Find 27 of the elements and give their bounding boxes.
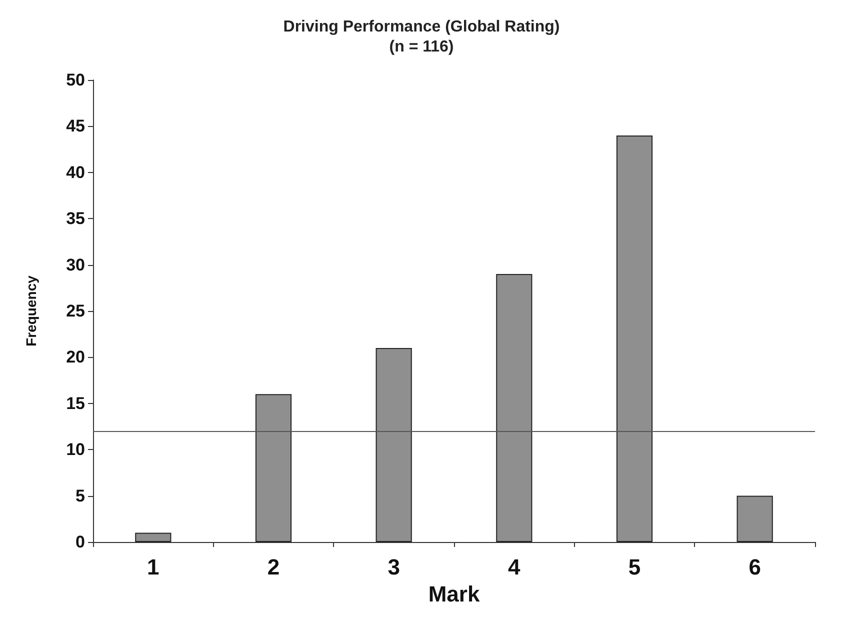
x-tick-label: 5 <box>628 554 641 580</box>
y-tick-label: 10 <box>66 440 85 460</box>
y-tick-label: 30 <box>66 255 85 274</box>
x-tick-label: 4 <box>508 554 522 580</box>
y-tick-label: 5 <box>76 486 85 506</box>
chart-title: Driving Performance (Global Rating) <box>283 18 560 36</box>
x-tick-label: 3 <box>388 554 400 580</box>
y-tick-label: 20 <box>66 348 85 367</box>
bar <box>736 496 773 542</box>
chart-subtitle: (n = 116) <box>389 38 454 56</box>
y-tick-label: 0 <box>76 532 85 552</box>
x-tick-label: 1 <box>147 554 160 580</box>
y-tick-label: 25 <box>66 302 85 320</box>
x-tick-label: 6 <box>748 554 761 580</box>
y-tick-label: 45 <box>66 116 85 136</box>
bar <box>376 348 412 542</box>
bar <box>255 394 292 542</box>
y-axis-title: Frequency <box>23 275 39 346</box>
x-tick-label: 2 <box>267 554 280 580</box>
bar <box>616 135 653 542</box>
y-tick-label: 35 <box>66 209 85 228</box>
y-tick-label: 40 <box>66 162 85 182</box>
y-tick-label: 50 <box>66 70 85 90</box>
y-tick-label: 15 <box>66 394 85 413</box>
bar <box>135 532 172 542</box>
x-axis-title: Mark <box>428 581 480 606</box>
bar <box>496 274 532 542</box>
